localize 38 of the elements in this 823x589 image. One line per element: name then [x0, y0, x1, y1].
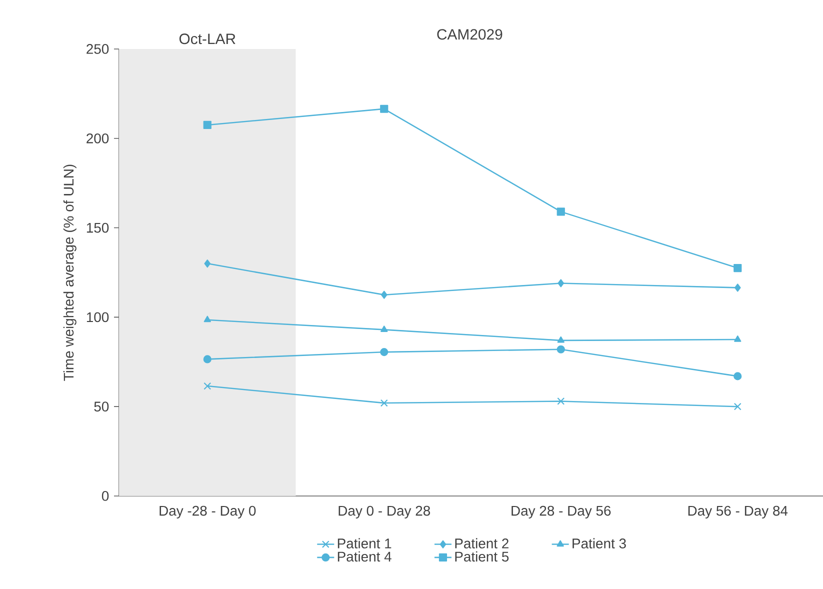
point [556, 345, 565, 354]
point [557, 336, 564, 343]
text: CAM2029 [437, 29, 502, 40]
point [380, 326, 388, 332]
x-tick-label: Day 0 - Day 28 [338, 506, 430, 518]
y-tick-label: 250 [86, 44, 109, 54]
point [380, 104, 388, 113]
y-tick-label: 200 [86, 133, 109, 144]
point [380, 399, 388, 407]
point [203, 355, 212, 364]
x-tick-label: Day 28 - Day 56 [512, 506, 611, 518]
point [734, 284, 741, 292]
y-tick-label: 50 [94, 402, 109, 412]
point [734, 372, 742, 380]
point [203, 120, 212, 130]
x-tick-label: Day 56 - Day 84 [688, 506, 788, 518]
point [734, 264, 742, 272]
legend-label: Patient 3 [572, 538, 626, 548]
point [380, 348, 388, 356]
point [380, 290, 388, 299]
point [556, 208, 565, 216]
legend-label: Patient 1 [338, 538, 392, 548]
legend-label: Patient 2 [455, 538, 508, 548]
legend-label: Patient 5 [455, 551, 509, 562]
legend-label: Patient 4 [338, 551, 392, 562]
point [558, 279, 564, 288]
point [734, 335, 742, 342]
band-label: Oct-LAR [179, 34, 236, 44]
y-tick-label: 100 [86, 312, 109, 322]
point [204, 382, 212, 390]
y-tick-label: 0 [102, 491, 109, 501]
point [204, 259, 211, 268]
y-tick-label: 150 [86, 222, 109, 233]
y-axis-title: Time weighted average (% of ULN) [63, 164, 76, 381]
point [734, 402, 742, 410]
point [204, 316, 211, 322]
point [557, 397, 565, 405]
x-tick-label: Day -28 - Day 0 [160, 506, 256, 518]
